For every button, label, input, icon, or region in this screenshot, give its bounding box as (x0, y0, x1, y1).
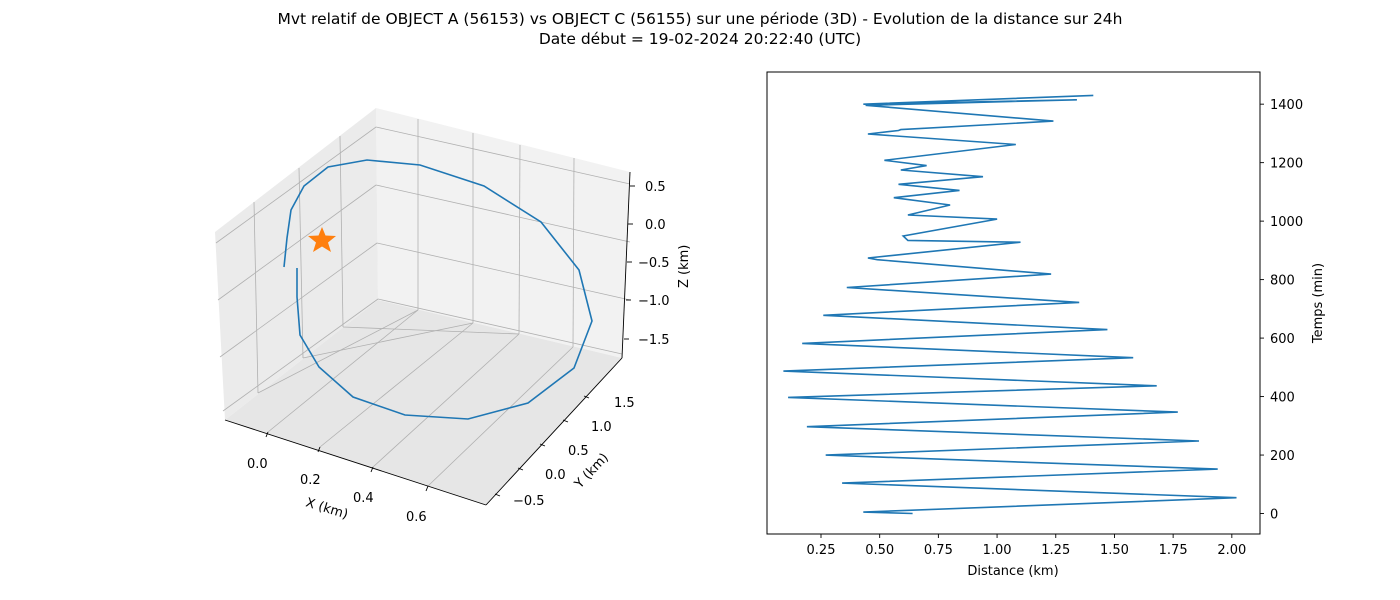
plot-3d: 0.0 0.2 0.4 0.6 −0.5 0.0 0.5 1.0 1.5 0.5… (215, 108, 692, 525)
z-tick-label: −1.0 (638, 294, 670, 309)
z-tick-label: −0.5 (638, 256, 670, 271)
pane-back (376, 108, 630, 358)
y-tick-label: 0 (1270, 508, 1278, 523)
z-tick-label: 0.0 (645, 218, 666, 233)
x-tick-label: 0.25 (807, 543, 836, 558)
y-tick-label: 400 (1270, 391, 1295, 406)
y-tick-label: 0.0 (545, 468, 566, 483)
y-tick-label: 800 (1270, 274, 1295, 289)
x-tick-label: 2.00 (1217, 543, 1246, 558)
x-axis-3d (224, 419, 487, 506)
y-axis-label-2d: Temps (min) (1311, 263, 1326, 344)
y-tick-label: 1400 (1270, 98, 1303, 113)
x-tick-label: 1.75 (1159, 543, 1188, 558)
x-axis-label-2d: Distance (km) (967, 564, 1058, 579)
distance-line (783, 94, 1237, 515)
x-axis-label-3d: X (km) (304, 495, 350, 522)
y-tick-label: 1000 (1270, 215, 1303, 230)
x-tick-label: 0.4 (353, 491, 374, 506)
x-tick-label: 0.6 (406, 510, 427, 525)
x-tick-label: 1.50 (1100, 543, 1129, 558)
grid-3d (215, 119, 631, 487)
y-tick-label: 1.5 (614, 396, 635, 411)
chart-title-line-2: Date début = 19-02-2024 20:22:40 (UTC) (538, 30, 862, 48)
y-tick-label: 1.0 (591, 420, 612, 435)
x-tick-label: 0.75 (924, 543, 953, 558)
z-axis-3d (621, 171, 631, 359)
plot-2d-frame (766, 71, 1261, 535)
x-tick-label: 0.2 (300, 473, 321, 488)
y-tick-label: 1200 (1270, 157, 1303, 172)
x-tick-label: 0.50 (865, 543, 894, 558)
pane-floor (225, 300, 622, 505)
y-tick-label: 0.5 (568, 444, 589, 459)
z-axis-label-3d: Z (km) (677, 245, 692, 288)
x-tick-label: 0.0 (247, 457, 268, 472)
pane-left (215, 108, 378, 420)
z-tick-label: −1.5 (638, 333, 670, 348)
y-tick-label: 200 (1270, 449, 1295, 464)
y-axis-3d (485, 357, 623, 506)
plot-2d: 0.25 0.50 0.75 1.00 1.25 1.50 1.75 2.00 0 200 400… (766, 71, 1326, 579)
x-tick-label: 1.00 (983, 543, 1012, 558)
x-tick-label: 1.25 (1041, 543, 1070, 558)
start-star-marker (308, 227, 336, 252)
trajectory-line-3d (283, 159, 593, 420)
z-tick-label: 0.5 (645, 180, 666, 195)
y-tick-label: −0.5 (513, 494, 545, 509)
chart-title-line-1: Mvt relatif de OBJECT A (56153) vs OBJEC… (277, 10, 1123, 28)
y-tick-label: 600 (1270, 332, 1295, 347)
